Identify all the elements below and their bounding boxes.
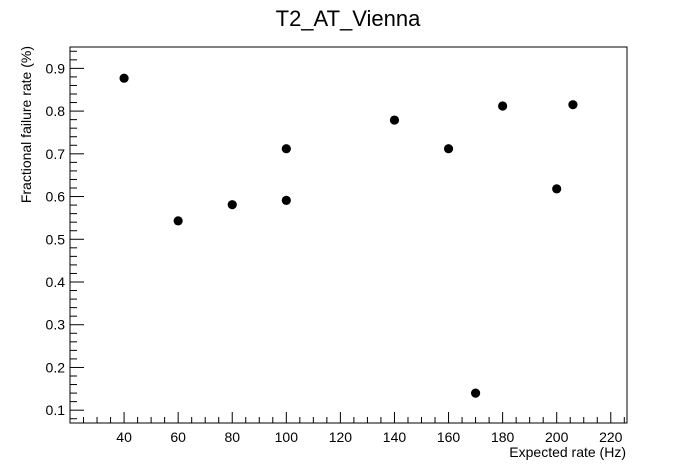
data-points bbox=[119, 73, 578, 398]
plot-frame bbox=[69, 46, 628, 424]
x-tick-label: 100 bbox=[275, 429, 299, 445]
y-tick-label: 0.6 bbox=[46, 189, 66, 205]
x-tick-label: 60 bbox=[170, 429, 186, 445]
data-point bbox=[173, 216, 183, 226]
data-point bbox=[389, 115, 400, 125]
data-point bbox=[281, 144, 291, 154]
y-tick-label: 0.8 bbox=[46, 103, 66, 119]
data-point bbox=[443, 144, 454, 154]
y-axis: 0.1 0.2 0.3 0.4 0.5 0.6 0.7 0.8 0.9 bbox=[46, 50, 84, 420]
y-tick-label: 0.4 bbox=[46, 274, 66, 290]
x-tick-label: 220 bbox=[599, 429, 623, 445]
chart-title: T2_AT_Vienna bbox=[276, 6, 421, 31]
data-point bbox=[470, 388, 481, 398]
y-tick-label: 0.5 bbox=[46, 231, 66, 247]
x-tick-label: 180 bbox=[491, 429, 515, 445]
data-point bbox=[281, 195, 291, 205]
y-tick-label: 0.3 bbox=[46, 317, 66, 333]
x-axis: 40 60 80 100 120 140 160 180 200 220 bbox=[83, 412, 625, 445]
y-axis-title: Fractional failure rate (%) bbox=[18, 46, 34, 203]
x-tick-label: 40 bbox=[116, 429, 132, 445]
y-tick-label: 0.1 bbox=[46, 402, 66, 418]
data-point bbox=[552, 184, 562, 194]
x-tick-label: 120 bbox=[329, 429, 353, 445]
data-point bbox=[568, 100, 578, 110]
x-tick-label: 140 bbox=[383, 429, 407, 445]
y-tick-label: 0.7 bbox=[46, 146, 66, 162]
data-point bbox=[119, 73, 129, 83]
x-tick-label: 80 bbox=[224, 429, 240, 445]
x-tick-label: 160 bbox=[437, 429, 461, 445]
x-tick-label: 200 bbox=[545, 429, 569, 445]
y-tick-label: 0.2 bbox=[46, 359, 66, 375]
y-tick-label: 0.9 bbox=[46, 60, 66, 76]
data-point bbox=[498, 101, 508, 111]
x-axis-title: Expected rate (Hz) bbox=[509, 444, 626, 460]
data-point bbox=[227, 200, 237, 210]
